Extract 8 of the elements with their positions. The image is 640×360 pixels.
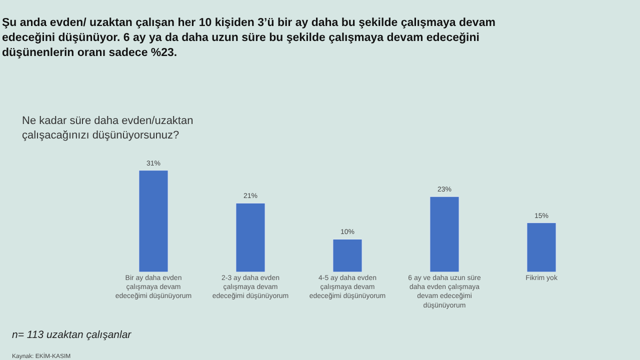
bar: [236, 202, 266, 272]
bar: [332, 238, 362, 272]
bar: [430, 196, 460, 272]
chart-title: Şu anda evden/ uzaktan çalışan her 10 kişiden 3’ü bir ay daha bu şekilde çalışmaya devam edeceğini düşünüyor. 6 ay ya da daha uzun süre bu şekilde çalışmaya devam edeceğini düşünenlerin oranı sadece %23.: [2, 17, 496, 59]
bar: [526, 222, 556, 272]
chart-subtitle: Ne kadar süre daha evden/uzaktan çalışacağınızı düşünüyorsunuz?: [22, 115, 194, 142]
bar: [138, 170, 168, 272]
text: n= 113 uzaktan çalışanlar: [12, 329, 132, 341]
